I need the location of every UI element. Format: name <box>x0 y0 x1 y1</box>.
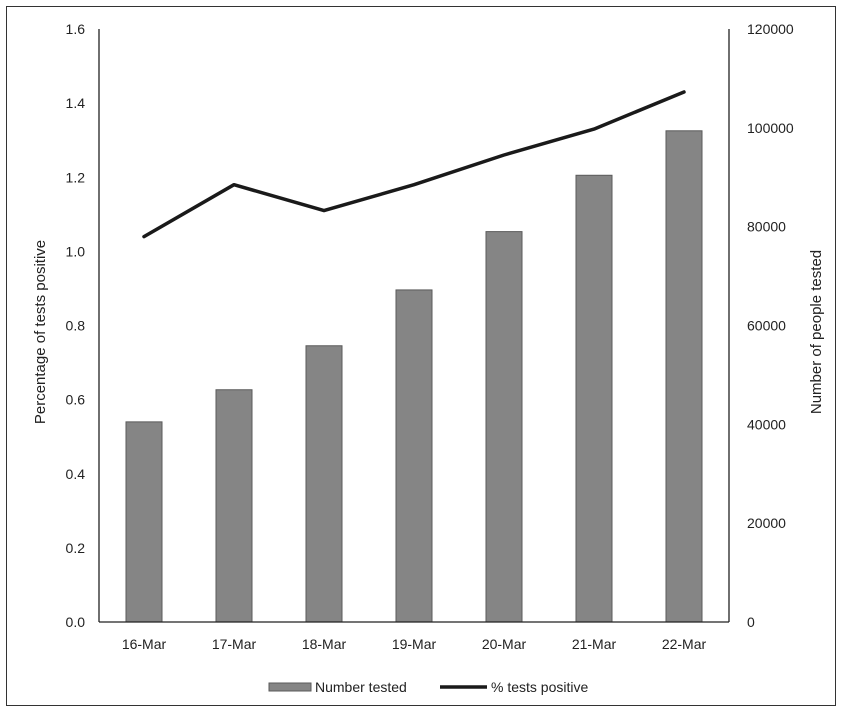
x-tick-label: 16-Mar <box>122 636 167 652</box>
right-tick-label: 120000 <box>747 21 794 37</box>
left-axis-ticks: 0.0 0.2 0.4 0.6 0.8 1.0 1.2 1.4 1.6 <box>66 21 86 630</box>
right-tick-label: 60000 <box>747 318 786 334</box>
chart-frame: 0.0 0.2 0.4 0.6 0.8 1.0 1.2 1.4 1.6 0 20000 40000 6… <box>6 6 836 706</box>
x-tick-label: 17-Mar <box>212 636 257 652</box>
right-tick-label: 40000 <box>747 416 786 432</box>
left-axis-title: Percentage of tests positive <box>32 240 49 424</box>
right-tick-label: 80000 <box>747 219 786 235</box>
bar-number-tested-21-Mar <box>575 174 613 623</box>
right-tick-label: 0 <box>747 614 755 630</box>
right-tick-label: 20000 <box>747 515 786 531</box>
left-tick-label: 0.2 <box>66 540 86 556</box>
left-tick-label: 0.0 <box>66 614 86 630</box>
bar-number-tested-20-Mar <box>485 231 523 623</box>
bar-number-tested-16-Mar <box>125 421 163 623</box>
right-axis-ticks: 0 20000 40000 60000 80000 100000 120000 <box>747 21 794 630</box>
bar-number-tested-22-Mar <box>665 130 703 623</box>
x-tick-label: 21-Mar <box>572 636 617 652</box>
x-axis-ticks: 16-Mar 17-Mar 18-Mar 19-Mar 20-Mar 21-Mar 22-M… <box>122 636 707 652</box>
left-tick-label: 0.6 <box>66 392 86 408</box>
axes <box>98 29 730 623</box>
right-axis-title: Number of people tested <box>808 250 825 414</box>
x-tick-label: 22-Mar <box>662 636 707 652</box>
line-series-percent-positive <box>142 90 686 239</box>
bar-number-tested-19-Mar <box>395 289 433 623</box>
x-tick-label: 20-Mar <box>482 636 527 652</box>
left-tick-label: 1.2 <box>66 169 86 185</box>
legend: Number tested % tests positive <box>268 679 588 695</box>
bar-number-tested-18-Mar <box>305 345 343 623</box>
combo-chart: 0.0 0.2 0.4 0.6 0.8 1.0 1.2 1.4 1.6 0 20000 40000 6… <box>32 21 825 695</box>
left-tick-label: 0.8 <box>66 318 86 334</box>
left-tick-label: 1.6 <box>66 21 86 37</box>
legend-label-percent-positive: % tests positive <box>491 679 588 695</box>
right-tick-label: 100000 <box>747 120 794 136</box>
left-tick-label: 0.4 <box>66 466 86 482</box>
x-tick-label: 19-Mar <box>392 636 437 652</box>
left-tick-label: 1.0 <box>66 243 86 259</box>
x-tick-label: 18-Mar <box>302 636 347 652</box>
legend-label-number-tested: Number tested <box>315 679 407 695</box>
left-tick-label: 1.4 <box>66 95 86 111</box>
bar-number-tested-17-Mar <box>215 389 253 623</box>
bar-series-number-tested <box>125 130 703 623</box>
legend-swatch-number-tested <box>268 682 312 692</box>
